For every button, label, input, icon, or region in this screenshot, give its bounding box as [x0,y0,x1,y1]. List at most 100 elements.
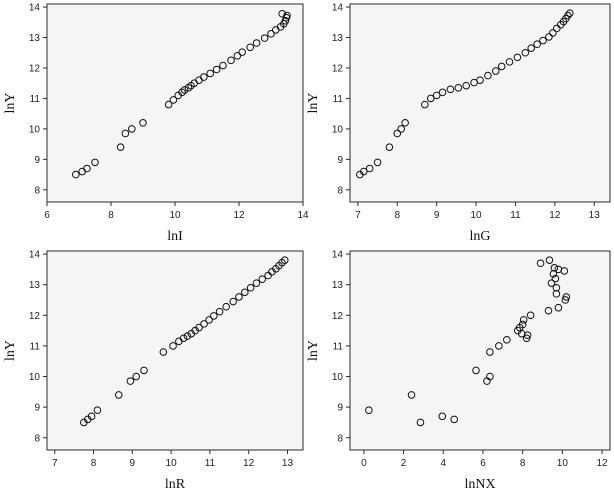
data-point [407,391,416,399]
x-tick-label: 7 [355,210,361,221]
y-tick: 14 [332,250,350,261]
y-tick-label: 12 [332,63,344,74]
data-point [486,372,494,381]
x-tick-label: 8 [520,458,526,469]
data-point [497,62,506,71]
data-point [200,320,208,328]
x-tick: 13 [282,450,294,469]
y-tick: 8 [337,433,350,444]
y-tick-label: 8 [34,185,40,196]
data-point [416,418,425,427]
x-tick: 11 [510,202,521,221]
y-tick: 11 [30,341,47,352]
y-tick-label: 10 [332,372,344,383]
x-tick: 13 [589,202,601,221]
x-tick: 6 [44,202,50,221]
plot-area [349,250,611,451]
y-tick: 8 [34,185,47,196]
data-point [554,303,563,312]
y-tick: 14 [332,3,350,14]
data-point [83,164,91,173]
data-point [545,33,553,41]
data-point [227,56,235,65]
x-tick: 14 [297,202,309,221]
data-point [397,125,406,133]
data-point [544,306,553,315]
x-tick: 9 [130,450,136,469]
data-point [222,302,230,311]
x-tick-label: 7 [52,458,58,469]
x-tick: 9 [434,202,440,221]
y-tick: 11 [30,94,47,105]
x-tick: 8 [520,450,526,469]
data-point [246,43,254,52]
panel-3: 7 8 9 10 11 12 13 8 9 10 11 12 13 14 lnR lnY [3,250,304,491]
data-point [252,279,261,287]
y-tick-label: 11 [333,341,344,352]
x-tick-label: 8 [108,210,114,221]
data-point [536,259,545,268]
y-tick: 14 [29,3,47,14]
data-point [246,283,255,292]
y-tick: 13 [332,280,350,291]
x-tick-label: 13 [589,210,601,221]
x-tick: 12 [243,450,255,469]
data-point [140,366,148,375]
y-axis-label: lnY [3,93,18,114]
data-point [87,412,96,421]
y-tick: 13 [29,33,47,44]
x-tick: 11 [205,450,216,469]
data-point [206,69,214,78]
data-point [505,58,514,66]
data-point [438,412,447,421]
data-point [283,11,291,20]
data-point [267,30,275,38]
x-tick-label: 11 [510,210,521,221]
y-tick: 8 [337,185,350,196]
data-point [183,332,192,340]
x-tick: 12 [233,202,245,221]
data-point [139,119,147,127]
data-points [80,256,289,427]
data-point [495,342,503,350]
y-tick-label: 12 [332,311,344,322]
y-tick-label: 9 [34,155,40,166]
data-point [385,143,394,151]
data-point [518,320,527,329]
data-point [72,170,80,179]
data-point [179,334,188,343]
data-point [522,334,531,343]
data-point [238,48,246,56]
data-point [169,96,178,104]
x-tick-label: 13 [282,458,294,469]
x-tick-label: 8 [91,458,97,469]
x-axis-label: lnG [470,229,491,244]
data-point [438,88,447,97]
data-point [523,331,532,339]
data-point [549,29,557,37]
y-tick: 9 [34,403,47,414]
y-tick: 13 [332,33,350,44]
data-point [126,377,135,385]
x-tick: 8 [394,202,400,221]
data-point [132,372,141,381]
data-point [252,39,261,47]
data-point [169,342,177,350]
y-tick-label: 14 [29,250,41,261]
data-point [539,36,547,45]
data-point [280,256,289,264]
y-tick: 14 [29,250,47,261]
data-point [547,279,556,287]
data-point [450,415,458,424]
x-tick-label: 6 [44,210,50,221]
y-tick: 12 [332,311,350,322]
data-point [401,119,409,127]
x-tick-label: 12 [233,210,245,221]
x-axis-label: lnI [167,229,183,244]
y-tick-label: 11 [30,341,41,352]
data-point [421,100,429,109]
data-point [472,366,480,375]
x-tick-label: 10 [470,210,482,221]
data-point [561,296,570,304]
data-point [365,406,373,415]
